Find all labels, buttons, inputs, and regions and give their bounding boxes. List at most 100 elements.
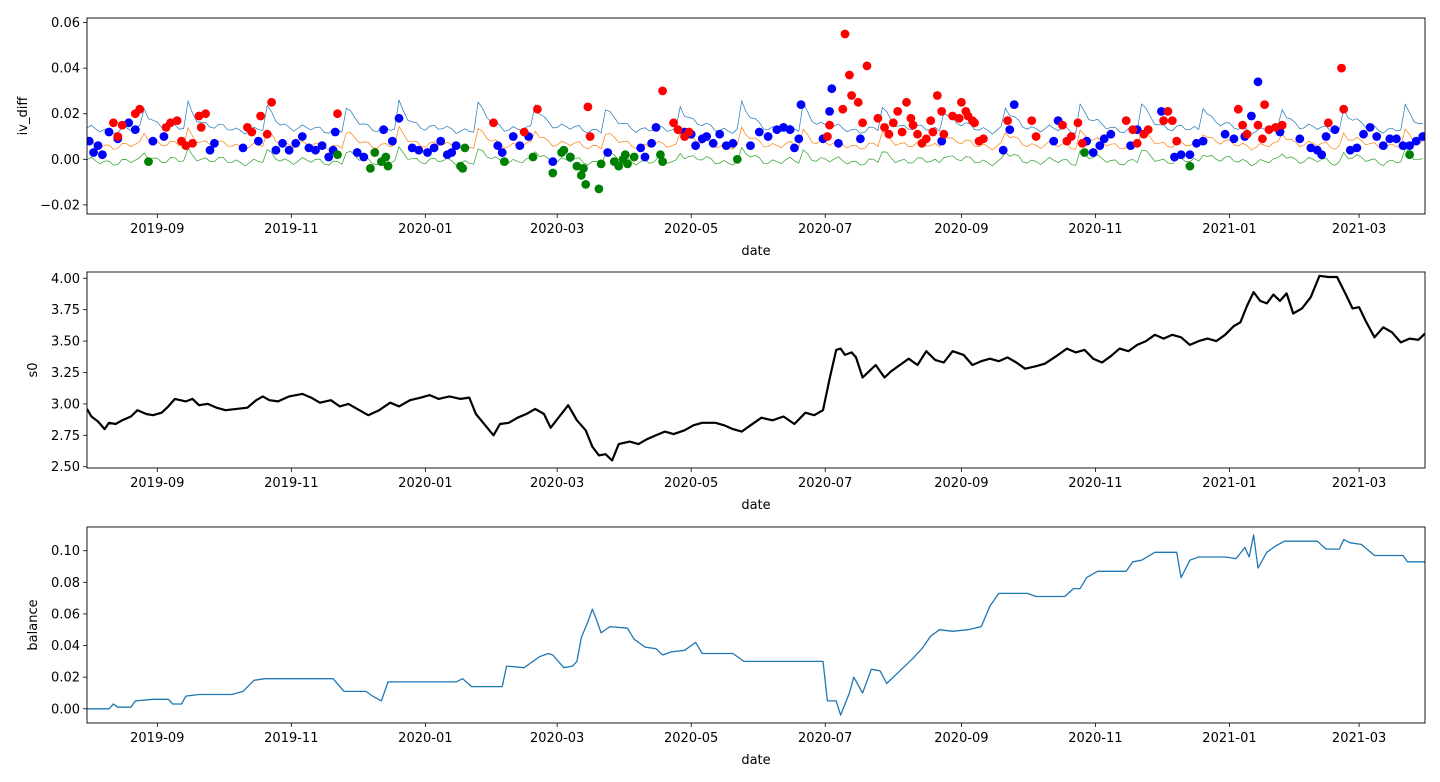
blue-point (1170, 152, 1179, 162)
red-point (1167, 116, 1177, 125)
red-point (533, 104, 542, 114)
red-point (858, 118, 867, 128)
blue-point (790, 143, 799, 153)
red-point (333, 109, 342, 119)
balance-series-line (87, 534, 1425, 716)
blue-point (1106, 129, 1116, 139)
red-point (888, 118, 898, 128)
blue-point (436, 136, 446, 146)
x-tick-label: 2019-09 (130, 222, 184, 237)
red-point (181, 141, 191, 151)
blue-point (1220, 129, 1230, 139)
red-point (1066, 132, 1076, 141)
red-point (880, 123, 889, 132)
green-point (458, 164, 468, 173)
blue-point (702, 132, 711, 141)
blue-point (1095, 141, 1105, 151)
green-point (1185, 161, 1195, 171)
x-tick-label: 2020-03 (530, 731, 584, 746)
blue-point (497, 148, 507, 157)
red-point (893, 107, 903, 116)
blue-point (548, 157, 558, 167)
y-tick-label: −0.02 (40, 198, 80, 213)
blue-point (834, 138, 843, 148)
y-tick-label: 0.00 (51, 702, 80, 717)
blue-point (284, 145, 294, 155)
y-tick-label: 3.25 (51, 366, 80, 381)
x-tick-label: 2020-01 (398, 731, 452, 746)
blue-point (93, 141, 103, 151)
blue-point (715, 129, 725, 139)
red-point (1077, 138, 1087, 148)
y-tick-label: 0.08 (51, 576, 80, 591)
blue-point (330, 127, 340, 137)
blue-point (148, 136, 158, 146)
red-point (135, 104, 145, 114)
x-tick-label: 2019-11 (264, 222, 318, 237)
red-point (847, 91, 856, 100)
blue-point (636, 143, 646, 153)
blue-point (1295, 134, 1305, 144)
green-point (366, 164, 375, 173)
red-point (1242, 129, 1252, 139)
red-point (1258, 134, 1267, 144)
blue-point (640, 152, 650, 162)
blue-point (429, 143, 439, 153)
red-point (1163, 107, 1173, 116)
red-point (913, 129, 922, 139)
y-tick-label: 3.75 (51, 303, 80, 318)
s0-y-ticks: 2.50 2.75 3.00 3.25 3.50 3.75 4.00 (51, 272, 87, 475)
balance-panel: 2019-09 2019-11 2020-01 2020-03 2020-05 2020-… (26, 526, 1426, 768)
y-tick-label: 0.10 (51, 544, 80, 559)
blue-point (304, 143, 314, 153)
red-point (1073, 118, 1083, 128)
balance-axes-frame (86, 526, 1426, 724)
blue-point (451, 141, 461, 151)
red-point (109, 118, 118, 128)
blue-point (1418, 132, 1425, 141)
x-tick-label: 2020-11 (1068, 476, 1122, 491)
red-point (519, 127, 529, 137)
blue-point (1253, 77, 1263, 87)
red-point (908, 120, 918, 130)
green-point (559, 145, 569, 155)
red-point (1253, 120, 1263, 130)
green-point (581, 180, 591, 189)
red-point (970, 118, 979, 128)
x-tick-label: 2020-11 (1068, 222, 1122, 237)
red-point (979, 134, 988, 144)
red-point (1159, 116, 1168, 125)
red-point (1238, 120, 1247, 130)
green-point (572, 161, 582, 171)
green-point (333, 150, 342, 160)
balance-plot-area (87, 534, 1425, 716)
blue-point (998, 145, 1008, 155)
red-point (196, 123, 206, 132)
blue-point (1330, 125, 1340, 135)
blue-point (1352, 143, 1362, 153)
red-point (902, 97, 911, 107)
red-point (1058, 120, 1067, 130)
red-point (954, 113, 964, 123)
blue-point (447, 148, 457, 157)
red-point (583, 102, 593, 112)
blue-point (1365, 123, 1375, 132)
x-tick-label: 2020-07 (798, 222, 852, 237)
green-point (596, 159, 606, 169)
iv-diff-y-axis-label: iv_diff (16, 96, 31, 136)
blue-point (359, 152, 369, 162)
red-point (267, 97, 276, 107)
red-point (825, 120, 834, 130)
red-point (489, 118, 498, 128)
red-point (884, 129, 894, 139)
red-point (247, 127, 257, 137)
blue-point (352, 148, 362, 157)
iv-diff-plot-area (87, 29, 1425, 194)
x-tick-label: 2021-01 (1202, 222, 1256, 237)
blue-point (1126, 141, 1135, 151)
red-point (188, 138, 197, 148)
green-point (576, 170, 586, 180)
blue-point (1405, 141, 1414, 151)
blue-point (1321, 132, 1331, 141)
green-point (623, 159, 632, 169)
